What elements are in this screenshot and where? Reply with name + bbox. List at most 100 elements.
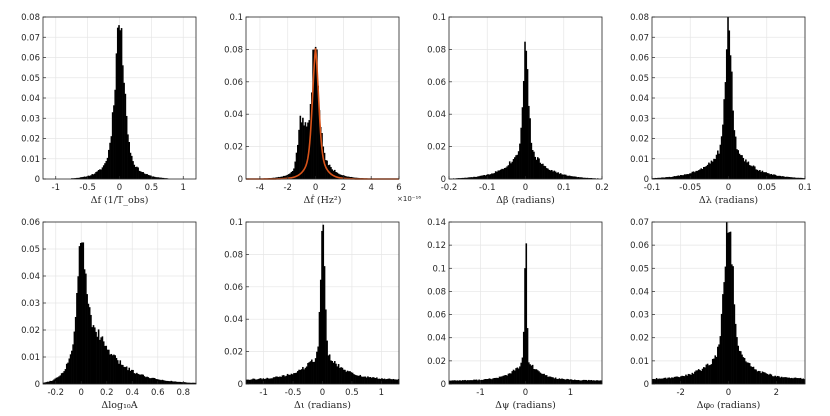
histogram-bar [146, 376, 148, 384]
histogram-bar [188, 382, 190, 384]
y-tick-label: 0.02 [427, 143, 446, 153]
histogram-bar [708, 365, 710, 384]
histogram-bar [496, 171, 498, 179]
histogram-bar [596, 380, 599, 384]
histogram-bar [551, 169, 553, 179]
histogram-bar [90, 314, 92, 384]
histogram-bar [138, 170, 141, 179]
histogram-bar [143, 376, 146, 384]
histogram-bar [270, 378, 272, 384]
histogram-bar [58, 376, 60, 384]
histogram-bar [487, 174, 489, 179]
y-tick-label: 0.04 [427, 110, 446, 120]
histogram-bar [308, 362, 311, 384]
histogram-bar [138, 374, 141, 384]
histogram-bar [789, 177, 792, 179]
histogram-bar [469, 380, 471, 384]
x-tick-label: 0.6 [151, 388, 165, 398]
histogram-bar [46, 381, 49, 384]
histogram-bar [62, 372, 64, 384]
histogram-bar [100, 337, 102, 384]
histogram-bar [568, 379, 571, 384]
histogram-bar [498, 376, 501, 384]
histogram-bar [526, 328, 529, 384]
x-tick-label: 1 [568, 388, 573, 398]
y-tick-label: 0.03 [630, 311, 649, 321]
histogram-bar [576, 177, 579, 179]
histogram-bar [745, 159, 747, 179]
histogram-bar [700, 168, 703, 179]
histogram-bar [178, 381, 180, 384]
histogram-bar [798, 378, 801, 384]
histogram-bar [160, 177, 162, 179]
histogram-bar [189, 382, 192, 384]
histogram-bar [298, 369, 300, 384]
x-axis-label: Δφ₀ (radians) [697, 400, 761, 411]
histogram-bar [669, 378, 672, 384]
histogram-bar [129, 152, 132, 179]
histogram-bar [722, 124, 724, 179]
histogram-bar [151, 176, 153, 179]
histogram-bar [317, 85, 319, 179]
histogram-bar [457, 178, 460, 179]
x-tick-label: 1 [181, 183, 186, 193]
histogram-bar [784, 377, 787, 384]
histogram-bar [731, 71, 733, 179]
histogram-bar [709, 163, 711, 179]
histogram-bar [305, 366, 308, 384]
histogram-bar [747, 161, 750, 179]
histogram-bar [485, 379, 488, 384]
histogram-bar [378, 378, 381, 384]
histogram-bar [162, 380, 165, 384]
histogram-bar [279, 376, 281, 384]
histogram-bar [768, 173, 770, 179]
histogram-bar [575, 380, 577, 384]
histogram-bar [137, 373, 139, 384]
x-tick-label: 0.1 [557, 183, 571, 193]
histogram-bar [311, 359, 313, 384]
histogram-bar [350, 176, 353, 179]
histogram-bar [582, 177, 585, 179]
histogram-bar [671, 176, 673, 179]
y-tick-label: 0.08 [224, 250, 243, 260]
histogram-bar [673, 176, 676, 179]
histogram-bar [321, 133, 323, 179]
histogram-bar [108, 349, 110, 384]
histogram-bar [663, 377, 666, 384]
histogram-bar [664, 177, 667, 179]
histogram-bar [45, 382, 48, 384]
histogram-panel-7: -1 0 1 0 0.02 0.04 0.06 0.08 0.1 0.12 0.14 Δψ (radi… [427, 218, 603, 411]
histogram-bar [579, 177, 581, 179]
histogram-bar [686, 174, 688, 179]
histogram-bar [478, 176, 480, 179]
histogram-bar [473, 176, 475, 179]
histogram-bar [773, 376, 775, 384]
histogram-bar [157, 177, 160, 179]
histogram-bar [359, 374, 362, 384]
y-tick-label: 0.06 [427, 311, 446, 321]
y-tick-label: 0.07 [630, 33, 649, 43]
histogram-bar [141, 374, 143, 384]
x-tick-label: 2 [341, 183, 346, 193]
x-axis-label: Δf (1/T_obs) [91, 195, 149, 206]
histogram-bar [728, 30, 731, 179]
histogram-bar [780, 376, 783, 384]
y-tick-label: 0.06 [630, 241, 649, 251]
histogram-bar [492, 173, 494, 179]
histogram-bar [337, 364, 340, 384]
histogram-bar [657, 379, 659, 384]
histogram-bar [497, 170, 500, 179]
y-tick-label: 0 [644, 380, 649, 390]
histogram-bar [788, 176, 790, 179]
histogram-bar [587, 178, 590, 179]
histogram-bar [760, 171, 762, 179]
histogram-bar [113, 354, 115, 384]
histogram-bar [342, 369, 345, 384]
histogram-bar [659, 177, 662, 179]
histogram-bar [167, 381, 170, 384]
histogram-bar [559, 379, 562, 384]
histogram-bar [572, 176, 575, 179]
histogram-bar [340, 367, 342, 384]
histogram-bar [531, 364, 534, 384]
histogram-bar [50, 380, 53, 384]
